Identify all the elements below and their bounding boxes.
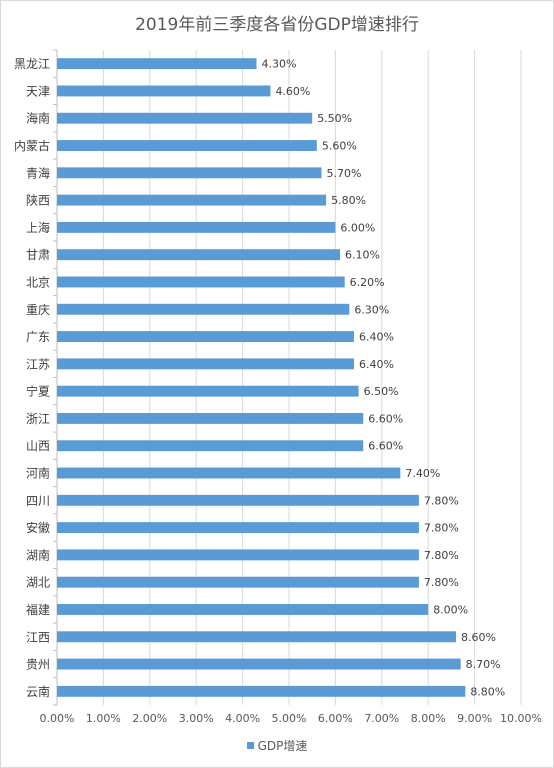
bar <box>57 576 419 588</box>
data-label: 5.60% <box>322 140 357 153</box>
data-label: 7.80% <box>424 576 459 589</box>
data-label: 7.80% <box>424 494 459 507</box>
category-label: 广东 <box>26 330 50 344</box>
category-label: 上海 <box>26 220 50 235</box>
category-label: 湖南 <box>26 547 50 562</box>
category-label: 安徽 <box>26 520 50 535</box>
bar <box>57 85 271 97</box>
category-label: 四川 <box>26 494 50 508</box>
bar <box>57 549 419 561</box>
x-tick-label: 6.00% <box>318 712 353 725</box>
bar <box>57 604 429 615</box>
chart-title: 2019年前三季度各省份GDP增速排行 <box>135 15 419 35</box>
category-label: 浙江 <box>26 412 50 426</box>
data-label: 7.80% <box>424 522 459 535</box>
data-label: 6.00% <box>340 221 375 234</box>
x-tick-label: 3.00% <box>179 712 214 725</box>
category-label: 江苏 <box>26 357 50 371</box>
bar <box>57 685 466 697</box>
x-tick-label: 0.00% <box>40 712 75 725</box>
data-label: 6.40% <box>359 358 394 371</box>
x-tick-label: 8.00% <box>411 712 446 725</box>
bar <box>57 249 341 261</box>
data-label: 4.30% <box>262 58 297 71</box>
data-label: 6.50% <box>364 385 399 398</box>
data-label: 7.80% <box>424 549 459 562</box>
data-label: 5.70% <box>326 167 361 180</box>
category-label: 江西 <box>26 630 50 644</box>
bar <box>57 276 345 288</box>
bar <box>57 440 364 452</box>
bar <box>57 631 457 643</box>
category-label: 青海 <box>26 165 50 180</box>
data-label: 6.40% <box>359 331 394 344</box>
x-tick-label: 2.00% <box>132 712 167 725</box>
bar <box>57 167 322 179</box>
bar <box>57 385 359 397</box>
category-label: 湖北 <box>26 575 50 590</box>
bar <box>57 467 401 479</box>
data-label: 6.60% <box>368 412 403 425</box>
bar <box>57 358 354 370</box>
data-label: 8.60% <box>461 631 496 644</box>
legend-swatch <box>246 742 254 749</box>
bar <box>57 522 419 534</box>
x-tick-label: 9.00% <box>457 712 492 725</box>
data-label: 6.20% <box>350 276 385 289</box>
category-label: 重庆 <box>26 303 50 317</box>
bar <box>57 140 317 151</box>
x-tick-label: 5.00% <box>272 712 307 725</box>
data-label: 5.80% <box>331 194 366 207</box>
category-label: 北京 <box>26 275 50 289</box>
bar <box>57 112 313 124</box>
bar <box>57 58 257 70</box>
bar <box>57 194 327 206</box>
legend-label: GDP增速 <box>257 739 308 753</box>
category-label: 天津 <box>26 84 50 98</box>
category-label: 宁夏 <box>26 384 50 399</box>
data-label: 6.30% <box>354 303 389 316</box>
x-tick-label: 10.00% <box>500 712 542 725</box>
category-label: 黑龙江 <box>14 57 50 71</box>
category-label: 福建 <box>26 602 50 617</box>
data-label: 6.60% <box>368 440 403 453</box>
category-label: 山西 <box>26 439 50 453</box>
data-label: 8.80% <box>470 685 505 698</box>
bar <box>57 494 419 506</box>
bar <box>57 303 350 315</box>
bar <box>57 331 354 343</box>
x-tick-label: 1.00% <box>86 712 121 725</box>
data-label: 6.10% <box>345 249 380 262</box>
data-label: 5.50% <box>317 112 352 125</box>
bar <box>57 221 336 233</box>
category-label: 甘肃 <box>26 248 50 262</box>
x-tick-label: 4.00% <box>225 712 260 725</box>
category-label: 贵州 <box>26 658 50 672</box>
legend: GDP增速 <box>0 737 554 754</box>
data-label: 8.70% <box>466 658 501 671</box>
category-label: 云南 <box>26 684 50 699</box>
bar <box>57 412 364 424</box>
data-label: 8.00% <box>433 603 468 616</box>
category-label: 海南 <box>26 111 50 126</box>
data-label: 4.60% <box>275 85 310 98</box>
data-label: 7.40% <box>405 467 440 480</box>
category-label: 陕西 <box>26 193 50 208</box>
category-label: 内蒙古 <box>14 138 50 153</box>
x-tick-label: 7.00% <box>364 712 399 725</box>
category-label: 河南 <box>26 466 50 481</box>
bar <box>57 658 461 670</box>
